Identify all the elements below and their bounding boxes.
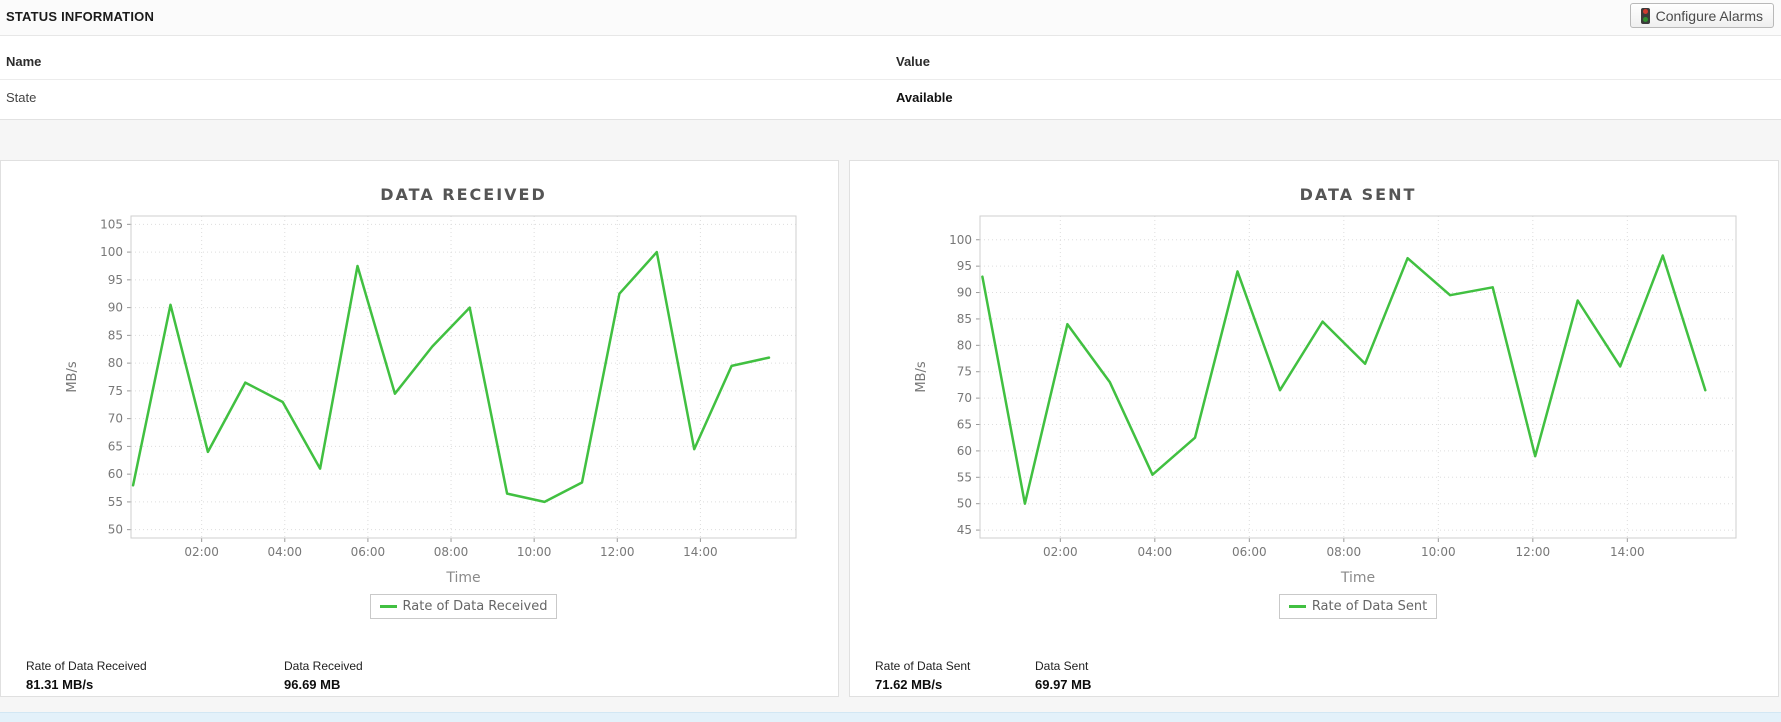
data-received-chart-title: DATA RECEIVED — [380, 185, 547, 204]
svg-text:MB/s: MB/s — [914, 361, 929, 393]
column-header-name: Name — [6, 54, 42, 69]
data-sent-xaxis-title: Time — [1340, 570, 1376, 586]
data-received-xaxis-title: Time — [446, 570, 481, 586]
svg-text:70: 70 — [108, 412, 123, 426]
table-row-state: State Available — [0, 80, 1781, 119]
svg-text:80: 80 — [957, 338, 972, 352]
svg-text:95: 95 — [108, 273, 123, 287]
svg-text:06:00: 06:00 — [1232, 545, 1267, 559]
svg-text:95: 95 — [957, 259, 972, 273]
data-sent-legend-label: Rate of Data Sent — [1311, 599, 1428, 614]
chart-cards-container: DATA RECEIVED 50 55 60 65 70 75 80 85 90 95 100 105… — [0, 120, 1781, 697]
column-header-value: Value — [896, 54, 930, 69]
stat-value: 81.31 MB/s — [26, 677, 94, 692]
stat-data-received: Data Received 96.69 MB — [284, 659, 542, 692]
svg-text:55: 55 — [108, 495, 123, 509]
svg-text:75: 75 — [957, 365, 972, 379]
stat-label: Rate of Data Sent — [875, 659, 971, 673]
svg-text:85: 85 — [108, 328, 123, 342]
svg-text:85: 85 — [957, 312, 972, 326]
legend-line-swatch-icon — [1288, 605, 1306, 608]
legend-line-swatch-icon — [379, 605, 397, 608]
svg-text:10:00: 10:00 — [1421, 545, 1456, 559]
status-information-section: STATUS INFORMATION Configure Alarms Name… — [0, 0, 1781, 120]
stat-rate-of-data-sent: Rate of Data Sent 71.62 MB/s — [875, 659, 1035, 692]
data-sent-legend: Rate of Data Sent — [1278, 594, 1438, 619]
svg-text:60: 60 — [957, 444, 972, 458]
svg-text:80: 80 — [108, 356, 123, 370]
data-received-card: DATA RECEIVED 50 55 60 65 70 75 80 85 90 95 100 105… — [0, 160, 839, 697]
svg-text:08:00: 08:00 — [434, 545, 469, 559]
status-titlebar: STATUS INFORMATION Configure Alarms — [0, 0, 1781, 36]
svg-text:65: 65 — [957, 418, 972, 432]
svg-text:75: 75 — [108, 384, 123, 398]
svg-text:08:00: 08:00 — [1327, 545, 1362, 559]
configure-alarms-button[interactable]: Configure Alarms — [1629, 3, 1774, 28]
data-sent-chart-title: DATA SENT — [1299, 185, 1417, 204]
svg-text:MB/s: MB/s — [65, 361, 80, 393]
svg-text:90: 90 — [108, 301, 123, 315]
stat-value: 71.62 MB/s — [875, 677, 943, 692]
data-received-legend: Rate of Data Received — [369, 594, 558, 619]
svg-text:65: 65 — [108, 439, 123, 453]
svg-text:02:00: 02:00 — [184, 545, 219, 559]
svg-text:45: 45 — [957, 523, 972, 537]
data-received-stats: Rate of Data Received 81.31 MB/s Data Re… — [26, 659, 542, 692]
next-section-row-highlight — [0, 712, 1781, 722]
svg-text:10:00: 10:00 — [517, 545, 552, 559]
svg-text:55: 55 — [957, 470, 972, 484]
svg-text:60: 60 — [108, 467, 123, 481]
svg-text:06:00: 06:00 — [351, 545, 386, 559]
svg-text:12:00: 12:00 — [600, 545, 635, 559]
svg-text:14:00: 14:00 — [683, 545, 718, 559]
data-sent-chart: 45 50 55 60 65 70 75 80 85 90 95 100 02:00 04:00 06:00… — [914, 215, 1737, 559]
section-title: STATUS INFORMATION — [6, 9, 155, 24]
stat-label: Data Received — [284, 659, 363, 673]
stat-rate-of-data-received: Rate of Data Received 81.31 MB/s — [26, 659, 284, 692]
data-sent-stats: Rate of Data Sent 71.62 MB/s Data Sent 6… — [875, 659, 1195, 692]
svg-text:100: 100 — [100, 245, 123, 259]
svg-text:02:00: 02:00 — [1043, 545, 1078, 559]
stat-value: 96.69 MB — [284, 677, 341, 692]
data-received-chart: 50 55 60 65 70 75 80 85 90 95 100 105 02:00 04:00 06:0… — [65, 215, 797, 559]
svg-text:50: 50 — [108, 523, 123, 537]
svg-text:14:00: 14:00 — [1610, 545, 1645, 559]
stat-value: 69.97 MB — [1035, 677, 1092, 692]
svg-text:50: 50 — [957, 497, 972, 511]
stat-label: Data Sent — [1035, 659, 1089, 673]
svg-text:70: 70 — [957, 391, 972, 405]
svg-text:100: 100 — [949, 233, 972, 247]
status-table: Name Value State Available — [0, 36, 1781, 119]
traffic-light-icon — [1640, 7, 1650, 24]
svg-text:12:00: 12:00 — [1516, 545, 1551, 559]
state-value-cell: Available — [896, 90, 953, 105]
stat-data-sent: Data Sent 69.97 MB — [1035, 659, 1195, 692]
svg-text:105: 105 — [100, 217, 123, 231]
svg-text:04:00: 04:00 — [267, 545, 302, 559]
status-table-header-row: Name Value — [0, 36, 1781, 80]
configure-alarms-label: Configure Alarms — [1655, 7, 1763, 24]
data-received-legend-label: Rate of Data Received — [402, 599, 548, 614]
state-name-cell: State — [6, 90, 37, 105]
data-sent-card: DATA SENT 45 50 55 60 65 70 75 80 85 90 95 100 02:00… — [849, 160, 1779, 697]
stat-label: Rate of Data Received — [26, 659, 147, 673]
svg-text:04:00: 04:00 — [1138, 545, 1173, 559]
svg-text:90: 90 — [957, 286, 972, 300]
